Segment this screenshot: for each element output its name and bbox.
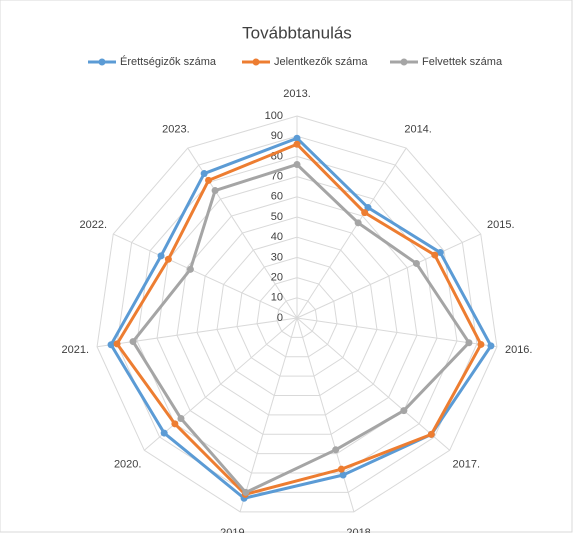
spoke	[296, 147, 407, 319]
marker	[465, 339, 473, 347]
spoke	[296, 317, 355, 512]
r-tick-label: 70	[271, 171, 283, 183]
grid-ring	[276, 297, 318, 338]
r-tick-label: 10	[271, 292, 283, 304]
marker	[293, 134, 301, 142]
series-line	[115, 142, 483, 496]
marker	[431, 251, 439, 259]
r-tick-label: 90	[271, 130, 283, 142]
marker	[242, 488, 250, 496]
marker	[400, 407, 408, 415]
r-tick-label: 50	[271, 211, 283, 223]
spoke	[113, 233, 298, 319]
legend-marker	[252, 58, 260, 66]
marker	[171, 420, 179, 428]
legend-label: Felvettek száma	[422, 56, 503, 68]
marker	[361, 209, 369, 217]
marker	[177, 415, 185, 423]
marker	[332, 446, 340, 454]
grid-ring	[96, 115, 498, 513]
marker	[337, 465, 345, 473]
grid-ring	[256, 277, 338, 358]
marker	[164, 255, 172, 263]
spoke	[296, 233, 481, 319]
grid-ring	[156, 176, 438, 455]
marker	[205, 176, 213, 184]
category-label: 2021.	[62, 344, 90, 356]
spoke	[296, 317, 498, 348]
r-tick-label: 60	[271, 191, 283, 203]
category-label: 2015.	[487, 219, 515, 231]
category-label: 2016.	[505, 344, 533, 356]
marker	[293, 160, 301, 168]
r-tick-label: 20	[271, 272, 283, 284]
marker	[160, 429, 168, 437]
series-line	[109, 136, 493, 500]
marker	[211, 187, 219, 195]
marker	[477, 340, 485, 348]
r-tick-label: 0	[277, 312, 283, 324]
category-label: 2022.	[79, 219, 107, 231]
chart-title: Továbbtanulás	[242, 23, 352, 42]
marker	[157, 252, 165, 260]
marker	[427, 430, 435, 438]
grid-ring	[136, 155, 458, 474]
spoke	[239, 317, 298, 512]
marker	[364, 204, 372, 212]
legend-marker	[400, 58, 408, 66]
marker	[113, 340, 121, 348]
marker	[487, 342, 495, 350]
category-label: 2019.	[220, 527, 248, 533]
r-tick-label: 30	[271, 251, 283, 263]
category-label: 2023.	[162, 123, 190, 135]
r-tick-label: 100	[265, 110, 283, 122]
marker	[200, 170, 208, 178]
marker	[436, 249, 444, 257]
legend-label: Jelentkezők száma	[274, 56, 368, 68]
category-label: 2014.	[404, 123, 432, 135]
grid-ring	[196, 216, 398, 416]
grid-ring	[216, 236, 378, 397]
grid-ring	[236, 256, 358, 377]
r-tick-label: 40	[271, 231, 283, 243]
legend-label: Érettségizők száma	[120, 55, 217, 68]
series-line	[131, 162, 471, 494]
spoke	[144, 317, 298, 451]
legend-marker	[98, 58, 106, 66]
marker	[129, 338, 137, 346]
category-label: 2018.	[346, 527, 374, 533]
marker	[339, 471, 347, 479]
spoke	[296, 317, 450, 451]
marker	[354, 219, 362, 227]
marker	[293, 140, 301, 148]
grid-ring	[116, 135, 478, 493]
category-label: 2017.	[453, 459, 481, 471]
category-label: 2020.	[114, 459, 142, 471]
marker	[107, 341, 115, 349]
marker	[412, 259, 420, 267]
category-label: 2013.	[283, 88, 311, 100]
marker	[186, 265, 194, 273]
